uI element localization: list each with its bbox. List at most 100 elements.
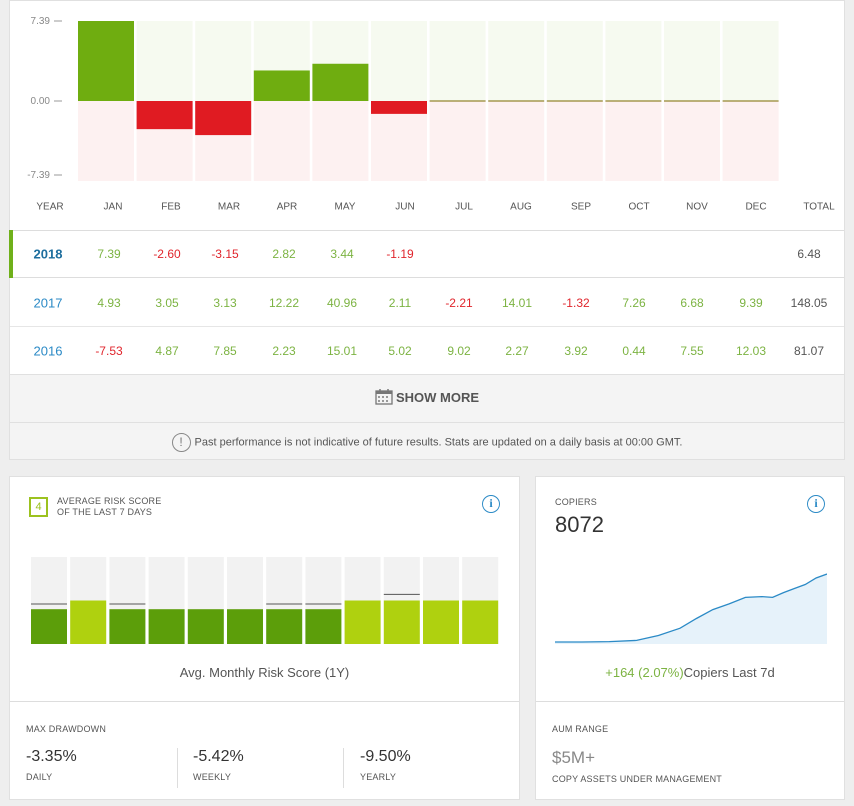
aum-section: AUM RANGE $5M+ COPY ASSETS UNDER MANAGEM… (536, 701, 844, 799)
show-more-button[interactable]: SHOW MORE (10, 374, 844, 423)
month-header: AUG (510, 201, 532, 213)
month-value: 15.01 (326, 344, 358, 358)
month-value: -1.19 (386, 247, 414, 261)
drawdown-value: -5.42% (193, 748, 244, 765)
risk-score-card: 4 AVERAGE RISK SCORE OF THE LAST 7 DAYS … (9, 476, 520, 800)
month-value: 6.68 (680, 295, 704, 310)
y-tick-label: 0.00 (31, 96, 51, 107)
risk-bar (187, 609, 224, 644)
month-value: -1.32 (562, 295, 590, 310)
month-value: 7.55 (680, 344, 704, 358)
info-icon[interactable]: i (807, 495, 825, 513)
negative-background (78, 101, 134, 181)
drawdown-daily: -3.35% DAILY (26, 748, 77, 788)
month-value: 12.22 (268, 295, 300, 310)
alert-icon: ! (171, 433, 191, 452)
month-value: 2.82 (272, 247, 296, 261)
copiers-card: COPIERS 8072 i +164 (2.07%)Copiers Last … (535, 476, 845, 800)
positive-background (722, 21, 779, 101)
drawdown-period: DAILY (26, 772, 53, 782)
risk-title: AVERAGE RISK SCORE OF THE LAST 7 DAYS (57, 496, 161, 518)
positive-background (371, 21, 427, 101)
month-value: 3.44 (330, 247, 354, 261)
month-bar (722, 100, 779, 102)
month-value: 12.03 (735, 344, 767, 358)
month-bar (195, 101, 252, 136)
risk-bar (227, 609, 263, 644)
risk-bar (31, 609, 67, 644)
risk-bar (148, 609, 185, 644)
positive-background (488, 21, 545, 101)
disclaimer-text: Past performance is not indicative of fu… (194, 436, 683, 449)
positive-background (546, 21, 603, 101)
month-value: 2.11 (388, 295, 412, 310)
monthly-returns-chart: 7.39 0.00 -7.39 (27, 16, 779, 181)
drawdown-weekly: -5.42% WEEKLY (193, 748, 244, 788)
risk-chart-caption: Avg. Monthly Risk Score (1Y) (179, 665, 350, 680)
positive-background (195, 21, 252, 101)
show-more-label[interactable]: SHOW MORE (395, 389, 480, 405)
month-bar (429, 100, 486, 102)
year-row-2016[interactable]: 2016 -7.53 4.87 7.85 2.23 15.01 5.02 9.0… (10, 327, 844, 375)
divider (343, 748, 344, 788)
month-bar (488, 100, 545, 102)
drawdown-value: -9.50% (360, 748, 411, 765)
monthly-risk-chart (31, 557, 499, 644)
month-value: -2.21 (445, 295, 473, 310)
drawdown-yearly: -9.50% YEARLY (360, 748, 411, 788)
risk-bar (109, 609, 146, 644)
total-header: TOTAL (803, 201, 835, 213)
negative-background (722, 101, 779, 181)
positive-background (136, 21, 193, 101)
month-value: 14.01 (501, 295, 533, 310)
copiers-change-value: +164 (2.07%) (605, 665, 684, 680)
month-header: NOV (686, 201, 708, 213)
month-value: 4.87 (155, 344, 179, 358)
year-label[interactable]: 2018 (33, 246, 63, 262)
month-value: 9.02 (447, 344, 471, 358)
negative-background (312, 101, 369, 181)
year-total: 81.07 (793, 344, 825, 358)
month-bar (664, 100, 720, 102)
year-label[interactable]: 2016 (33, 343, 63, 359)
month-value: 4.93 (97, 295, 121, 310)
drawdown-period: YEARLY (360, 772, 397, 782)
negative-background (488, 101, 545, 181)
risk-bar (266, 609, 303, 644)
copiers-change: +164 (2.07%)Copiers Last 7d (536, 665, 844, 680)
drawdown-label: MAX DRAWDOWN (26, 724, 107, 734)
month-bar (136, 101, 193, 130)
month-bar (253, 70, 310, 101)
risk-bar (383, 600, 420, 644)
negative-background (371, 101, 427, 181)
aum-value: $5M+ (552, 748, 595, 767)
month-bar (312, 63, 369, 101)
info-icon[interactable]: i (482, 495, 500, 513)
month-value: -3.15 (211, 247, 239, 261)
month-value: 3.05 (155, 295, 179, 310)
drawdown-period: WEEKLY (193, 772, 232, 782)
negative-background (253, 101, 310, 181)
negative-background (664, 101, 720, 181)
year-row-2017[interactable]: 2017 4.93 3.05 3.13 12.22 40.96 2.11 -2.… (10, 279, 844, 327)
year-row-2018[interactable]: 2018 7.39 -2.60 -3.15 2.82 3.44 -1.19 6.… (9, 230, 844, 278)
risk-score-badge: 4 (29, 497, 48, 517)
month-value: 3.13 (213, 295, 237, 310)
month-bar (371, 101, 427, 114)
negative-background (605, 101, 662, 181)
risk-bar (423, 600, 459, 644)
month-value: 7.85 (213, 344, 237, 358)
y-tick-label: -7.39 (27, 170, 50, 181)
year-label[interactable]: 2017 (33, 295, 63, 310)
positive-background (605, 21, 662, 101)
month-value: -7.53 (95, 344, 123, 358)
month-value: 7.26 (622, 295, 646, 310)
month-header: MAR (217, 201, 241, 213)
month-bar (605, 100, 662, 102)
month-value: 40.96 (326, 295, 358, 310)
year-total: 148.05 (790, 295, 828, 310)
month-value: 3.92 (564, 344, 588, 358)
copiers-label: COPIERS (555, 497, 597, 507)
month-header: MAY (334, 201, 356, 213)
negative-background (546, 101, 603, 181)
